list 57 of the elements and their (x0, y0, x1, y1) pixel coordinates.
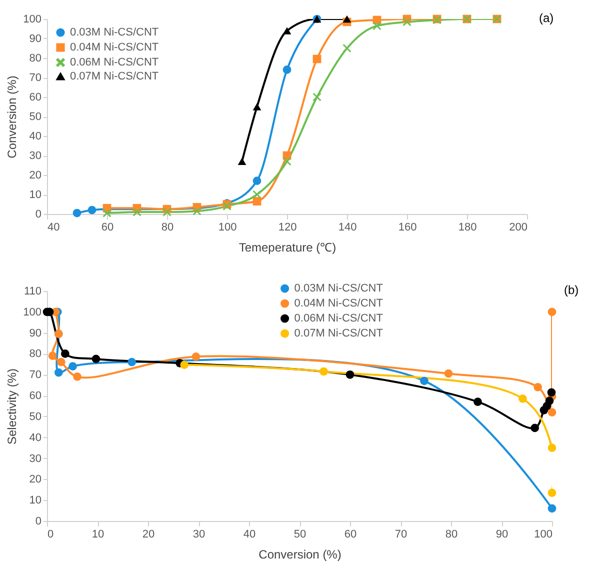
y-tick-label: 90 (29, 327, 42, 340)
x-tick-label: 20 (142, 528, 155, 540)
x-tick-label: 90 (496, 528, 508, 540)
y-axis-title: Conversion (%) (5, 76, 20, 158)
x-tick-label: 160 (398, 222, 417, 234)
legend-label: 0.03M Ni-CS/CNT (70, 26, 159, 38)
x-tick-label: 120 (278, 222, 297, 234)
x-tick-label: 0 (48, 528, 54, 540)
y-tick-label: 20 (29, 170, 42, 182)
y-tick-label: 70 (29, 72, 42, 84)
x-tick-label: 40 (243, 528, 256, 540)
legend-label: 0.06M Ni-CS/CNT (70, 56, 159, 68)
x-tick-label: 10 (92, 528, 104, 540)
x-tick-label: 60 (344, 528, 357, 540)
x-tick-label: 100 (534, 528, 552, 540)
x-tick-label: 70 (394, 528, 408, 540)
x-tick-label: 80 (161, 222, 174, 234)
y-tick-label: 80 (29, 348, 42, 360)
y-tick-label: 10 (29, 494, 42, 507)
y-tick-label: 30 (29, 150, 42, 162)
x-tick-label: 30 (192, 528, 206, 540)
x-tick-label: 100 (218, 222, 237, 234)
y-tick-label: 40 (29, 130, 42, 142)
text: (a) (539, 11, 554, 25)
legend-label: 0.07M Ni-CS/CNT (70, 70, 159, 82)
x-tick-label: 200 (509, 222, 528, 234)
y-tick-label: 60 (29, 390, 42, 402)
y-tick-label: 50 (29, 410, 42, 423)
y-tick-label: 0 (35, 208, 42, 220)
y-tick-label: 100 (23, 306, 42, 318)
legend-label: 0.04M Ni-CS/CNT (70, 42, 159, 54)
y-axis-title: Selectivity (%) (5, 368, 20, 445)
text: (b) (564, 283, 579, 297)
x-axis-title: Conversion (%) (258, 548, 342, 562)
x-axis-title: Temeperature (℃) (238, 240, 336, 254)
y-tick-label: 10 (29, 189, 42, 201)
y-tick-label: 60 (29, 92, 42, 104)
legend-label: 0.04M Ni-CS/CNT (294, 298, 384, 310)
y-tick-label: 30 (29, 452, 42, 465)
y-tick-label: 80 (29, 52, 42, 64)
x-tick-label: 140 (338, 222, 357, 234)
y-tick-label: 20 (29, 474, 42, 486)
x-tick-label: 80 (445, 528, 458, 540)
legend-label: 0.07M Ni-CS/CNT (294, 328, 384, 340)
x-tick-label: 40 (48, 222, 60, 234)
x-tick-label: 50 (294, 528, 306, 540)
y-tick-label: 0 (35, 516, 42, 528)
legend-label: 0.06M Ni-CS/CNT (294, 312, 384, 324)
y-tick-label: 50 (29, 111, 42, 123)
y-tick-label: 90 (29, 33, 42, 45)
y-tick-label: 70 (29, 369, 42, 382)
x-tick-label: 180 (458, 222, 477, 234)
x-tick-label: 60 (101, 222, 114, 234)
legend-label: 0.03M Ni-CS/CNT (294, 282, 384, 294)
y-tick-label: 40 (29, 432, 42, 444)
y-tick-label: 110 (24, 286, 42, 298)
y-tick-label: 100 (23, 14, 42, 26)
